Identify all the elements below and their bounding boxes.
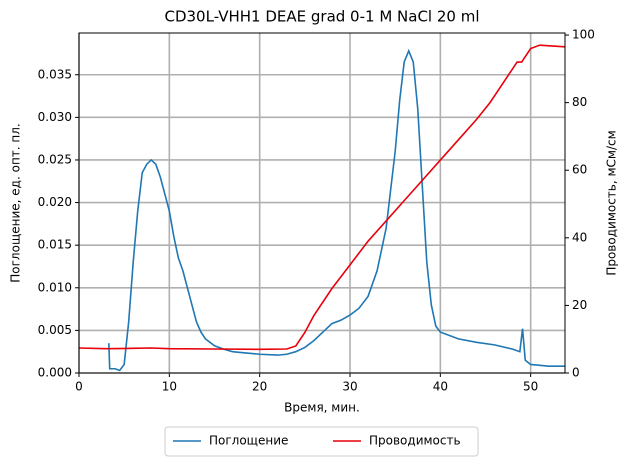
series-line	[78, 44, 566, 351]
y-tick-label: 0.020	[38, 195, 72, 209]
series-line	[108, 48, 565, 372]
y-tick-label: 0.000	[38, 366, 72, 380]
y2-tick-label: 0	[572, 366, 580, 380]
y-tick-label: 0.035	[38, 67, 72, 81]
y-tick-label: 0.005	[38, 323, 72, 337]
y-axis-label: Поглощение, ед. опт. пл.	[9, 123, 23, 282]
y2-tick-label: 20	[572, 298, 587, 312]
y2-tick-label: 40	[572, 230, 587, 244]
x-tick-label: 40	[433, 380, 448, 394]
plot-frame	[78, 32, 566, 374]
y2-tick-label: 100	[572, 28, 595, 42]
x-tick-label: 30	[342, 380, 357, 394]
legend-label: Поглощение	[209, 434, 288, 448]
x-axis-label: Время, мин.	[284, 401, 360, 415]
legend-label: Проводимость	[369, 434, 461, 448]
chart-title: CD30L-VHH1 DEAE grad 0-1 M NaCl 20 ml	[164, 8, 479, 26]
x-tick-label: 10	[162, 380, 177, 394]
x-tick-label: 50	[523, 380, 538, 394]
y2-axis-label: Проводимость, мСм/см	[605, 130, 619, 275]
legend-box	[164, 426, 479, 457]
y-tick-label: 0.025	[38, 152, 72, 166]
y-tick-label: 0.015	[38, 238, 72, 252]
y-tick-label: 0.030	[38, 110, 72, 124]
y2-tick-label: 80	[572, 95, 587, 109]
y2-tick-label: 60	[572, 163, 587, 177]
legend: Поглощение Проводимость	[164, 426, 479, 457]
x-tick-label: 20	[252, 380, 267, 394]
y-tick-label: 0.010	[38, 280, 72, 294]
x-tick-label: 0	[75, 380, 83, 394]
